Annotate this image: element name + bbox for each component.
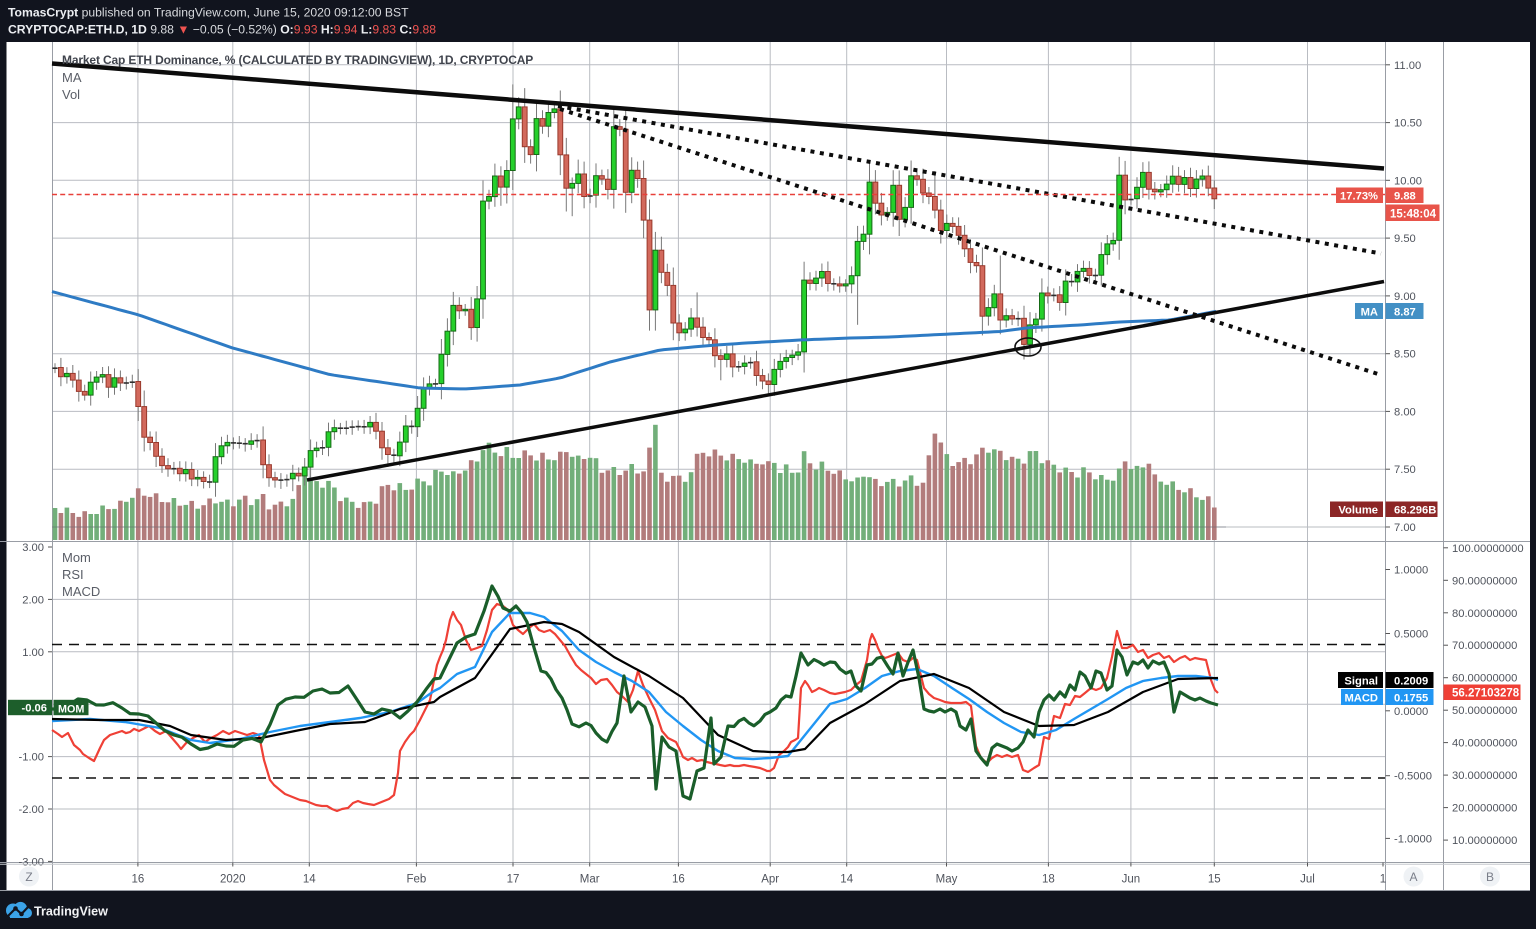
svg-text:8.87: 8.87 <box>1394 307 1416 319</box>
svg-text:MACD: MACD <box>1344 693 1378 705</box>
svg-text:B: B <box>1486 870 1494 884</box>
svg-text:-1.00: -1.00 <box>19 752 45 764</box>
svg-text:0.2009: 0.2009 <box>1394 676 1428 688</box>
svg-text:Jul: Jul <box>1300 874 1315 886</box>
svg-text:Mar: Mar <box>580 874 600 886</box>
svg-text:40.00000000: 40.00000000 <box>1452 738 1517 750</box>
svg-text:1.0000: 1.0000 <box>1394 565 1428 577</box>
svg-text:Mom: Mom <box>62 550 91 565</box>
svg-text:0.1755: 0.1755 <box>1394 693 1428 705</box>
svg-text:Volume: Volume <box>1338 505 1378 517</box>
svg-text:MA: MA <box>62 70 82 85</box>
svg-text:10.00: 10.00 <box>1394 175 1422 187</box>
svg-text:MACD: MACD <box>62 584 100 599</box>
svg-text:50.00000000: 50.00000000 <box>1452 705 1517 717</box>
svg-text:Market Cap ETH Dominance, % (C: Market Cap ETH Dominance, % (CALCULATED … <box>62 53 533 67</box>
svg-text:RSI: RSI <box>62 567 84 582</box>
svg-text:80.00000000: 80.00000000 <box>1452 608 1517 620</box>
svg-text:10.50: 10.50 <box>1394 118 1422 130</box>
svg-text:3.00: 3.00 <box>22 542 44 554</box>
svg-text:9.00: 9.00 <box>1394 291 1416 303</box>
svg-text:70.00000000: 70.00000000 <box>1452 640 1517 652</box>
svg-text:2020: 2020 <box>220 874 246 886</box>
svg-text:MA: MA <box>1361 307 1378 319</box>
svg-text:9.88: 9.88 <box>1394 191 1416 203</box>
svg-text:30.00000000: 30.00000000 <box>1452 770 1517 782</box>
svg-text:7.00: 7.00 <box>1394 522 1416 534</box>
svg-text:8.00: 8.00 <box>1394 406 1416 418</box>
svg-text:-0.06: -0.06 <box>22 703 48 715</box>
svg-text:Feb: Feb <box>406 874 426 886</box>
svg-text:60.00000000: 60.00000000 <box>1452 673 1517 685</box>
svg-text:A: A <box>1409 870 1417 884</box>
svg-text:-1.0000: -1.0000 <box>1394 833 1432 845</box>
svg-text:0.5000: 0.5000 <box>1394 629 1428 641</box>
svg-text:Vol: Vol <box>62 87 80 102</box>
svg-text:56.27103278: 56.27103278 <box>1452 687 1520 699</box>
svg-text:0.0000: 0.0000 <box>1394 706 1428 718</box>
svg-text:16: 16 <box>672 874 685 886</box>
svg-text:Z: Z <box>25 870 32 884</box>
svg-text:1: 1 <box>1380 874 1386 886</box>
svg-text:-0.5000: -0.5000 <box>1394 771 1432 783</box>
svg-text:Jun: Jun <box>1122 874 1141 886</box>
svg-text:90.00000000: 90.00000000 <box>1452 575 1517 587</box>
svg-text:TradingView: TradingView <box>34 905 108 919</box>
svg-text:68.296B: 68.296B <box>1394 505 1436 517</box>
svg-text:MOM: MOM <box>58 704 84 716</box>
svg-text:18: 18 <box>1042 874 1055 886</box>
svg-text:14: 14 <box>840 874 853 886</box>
svg-text:15: 15 <box>1208 874 1221 886</box>
svg-text:8.50: 8.50 <box>1394 349 1416 361</box>
svg-text:2.00: 2.00 <box>22 594 44 606</box>
svg-text:10.00000000: 10.00000000 <box>1452 835 1517 847</box>
svg-text:-2.00: -2.00 <box>19 804 45 816</box>
svg-text:16: 16 <box>132 874 145 886</box>
svg-text:9.50: 9.50 <box>1394 233 1416 245</box>
svg-text:1.00: 1.00 <box>22 647 44 659</box>
svg-text:Signal: Signal <box>1344 676 1378 688</box>
svg-text:CRYPTOCAP:ETH.D, 1D 9.88 ▼ −0.: CRYPTOCAP:ETH.D, 1D 9.88 ▼ −0.05 (−0.52%… <box>8 23 436 37</box>
svg-text:-3.00: -3.00 <box>19 856 45 868</box>
svg-text:20.00000000: 20.00000000 <box>1452 803 1517 815</box>
svg-text:May: May <box>936 874 958 886</box>
svg-text:14: 14 <box>303 874 316 886</box>
svg-text:17: 17 <box>507 874 520 886</box>
svg-text:7.50: 7.50 <box>1394 464 1416 476</box>
svg-text:11.00: 11.00 <box>1394 60 1421 72</box>
svg-text:100.00000000: 100.00000000 <box>1452 543 1524 555</box>
svg-text:15:48:04: 15:48:04 <box>1390 209 1437 221</box>
svg-text:17.73%: 17.73% <box>1340 191 1378 203</box>
svg-text:Apr: Apr <box>761 874 779 886</box>
svg-text:TomasCrypt published on Tradin: TomasCrypt published on TradingView.com,… <box>8 6 409 20</box>
